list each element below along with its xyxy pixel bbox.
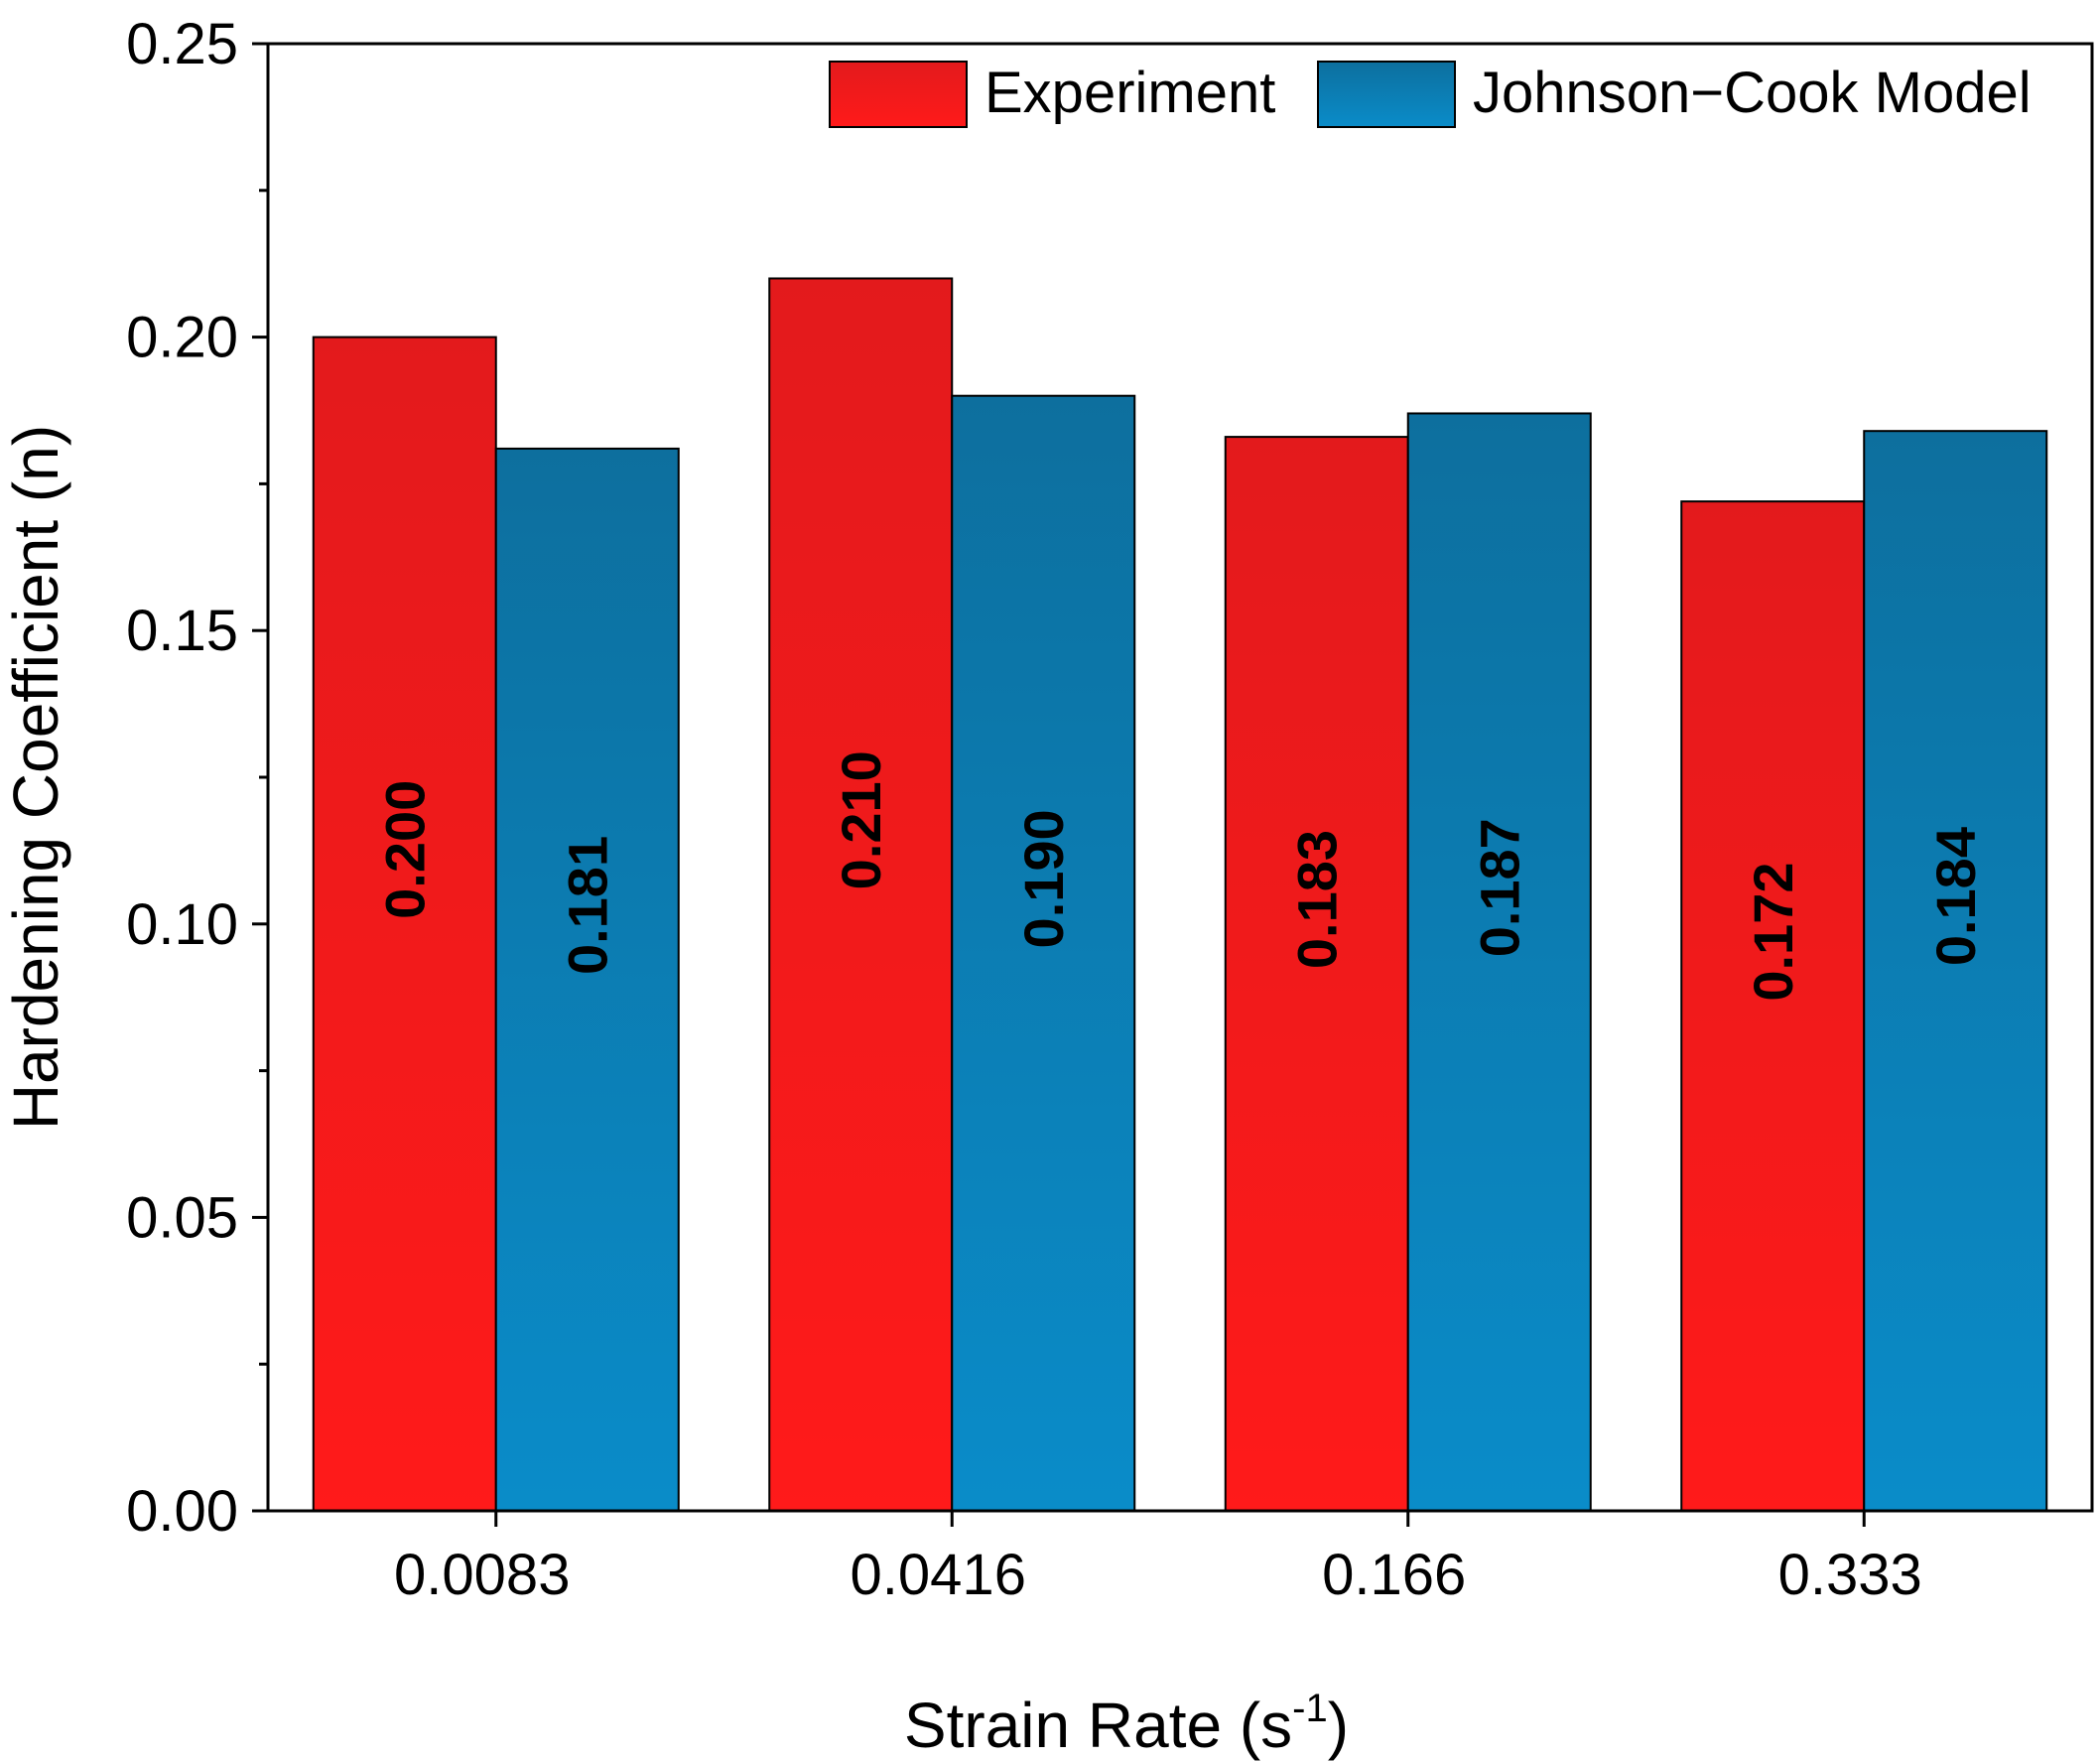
legend-label-johnson-cook: Johnson−Cook Model — [1473, 61, 2032, 125]
x-tick-label: 0.333 — [1778, 1543, 1922, 1607]
x-tick-label: 0.0416 — [851, 1543, 1026, 1607]
bar-label-experiment: 0.200 — [374, 780, 437, 919]
bar-label-johnson-cook: 0.181 — [557, 836, 619, 975]
legend-swatch-experiment — [829, 61, 968, 128]
bar-label-experiment: 0.172 — [1742, 862, 1804, 1001]
legend-swatch-johnson-cook — [1317, 61, 1456, 128]
bar-label-johnson-cook: 0.190 — [1012, 809, 1075, 948]
x-axis: 0.0083 0.0416 0.166 0.333 — [394, 1511, 1922, 1607]
bar-label-johnson-cook: 0.184 — [1924, 827, 1987, 966]
x-axis-title: Strain Rate (s-1) — [904, 1687, 1349, 1761]
bar-label-experiment: 0.183 — [1286, 830, 1349, 969]
x-axis-title-main: Strain Rate (s — [904, 1690, 1292, 1761]
bar-johnson-cook — [1863, 430, 2048, 1512]
bar-johnson-cook — [951, 394, 1136, 1513]
x-tick-label: 0.166 — [1322, 1543, 1466, 1607]
legend: Experiment Johnson−Cook Model — [829, 61, 2032, 128]
bar-labels-group: 0.200 0.181 0.210 0.190 0.183 0.187 0.172 0.184 — [374, 750, 1988, 1001]
x-axis-title-end: ) — [1328, 1690, 1349, 1761]
y-tick-label: 0.15 — [126, 599, 238, 663]
bar-experiment — [1680, 500, 1866, 1512]
y-tick-label: 0.25 — [126, 12, 238, 76]
y-axis: 0.00 0.05 0.10 0.15 0.20 0.25 — [126, 12, 268, 1544]
y-axis-title: Hardening Coefficient (n) — [0, 425, 71, 1130]
bar-johnson-cook — [494, 447, 680, 1513]
bar-label-johnson-cook: 0.187 — [1469, 818, 1531, 957]
y-tick-label: 0.00 — [126, 1479, 238, 1544]
bar-label-experiment: 0.210 — [830, 750, 892, 889]
bar-experiment — [768, 277, 954, 1513]
y-tick-label: 0.10 — [126, 892, 238, 957]
x-tick-label: 0.0083 — [394, 1543, 570, 1607]
y-tick-label: 0.05 — [126, 1185, 238, 1250]
y-tick-label: 0.20 — [126, 306, 238, 370]
legend-label-experiment: Experiment — [984, 61, 1275, 125]
bars-group — [312, 277, 2048, 1513]
bar-experiment — [312, 336, 497, 1513]
bar-experiment — [1224, 436, 1409, 1512]
x-axis-title-superscript: -1 — [1292, 1687, 1328, 1730]
bar-johnson-cook — [1406, 412, 1592, 1512]
